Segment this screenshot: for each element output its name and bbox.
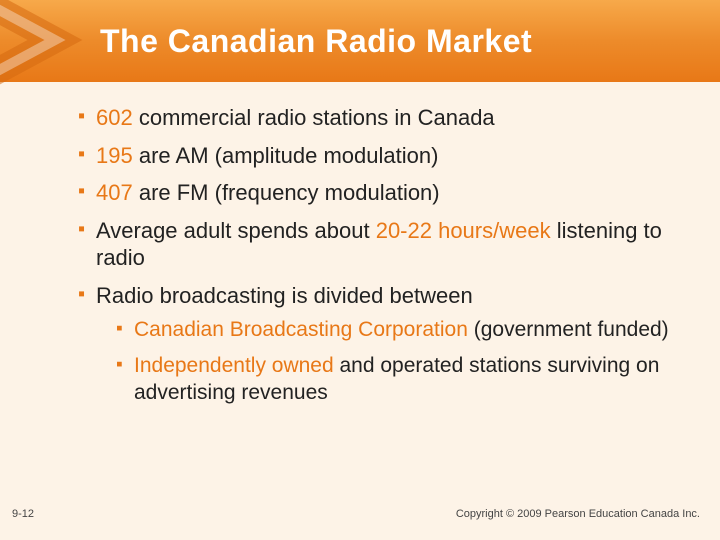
bullet-highlight: 407: [96, 180, 133, 205]
bullet-item: Radio broadcasting is divided between Ca…: [78, 282, 690, 406]
bullet-post: commercial radio stations in Canada: [133, 105, 495, 130]
slide-content: 602 commercial radio stations in Canada …: [0, 82, 720, 406]
bullet-pre: Average adult spends about: [96, 218, 376, 243]
slide-title: The Canadian Radio Market: [100, 23, 532, 60]
bullet-post: are FM (frequency modulation): [133, 180, 440, 205]
sub-bullet-highlight: Independently owned: [134, 354, 334, 377]
sub-bullet-list: Canadian Broadcasting Corporation (gover…: [116, 317, 690, 406]
copyright-text: Copyright © 2009 Pearson Education Canad…: [456, 508, 700, 520]
bullet-highlight: 602: [96, 105, 133, 130]
bullet-list: 602 commercial radio stations in Canada …: [78, 104, 690, 406]
bullet-pre: Radio broadcasting is divided between: [96, 283, 473, 308]
slide-header: The Canadian Radio Market: [0, 0, 720, 82]
sub-bullet-post: (government funded): [468, 318, 669, 341]
bullet-item: 195 are AM (amplitude modulation): [78, 142, 690, 170]
bullet-highlight: 20-22 hours/week: [376, 218, 551, 243]
bullet-item: Average adult spends about 20-22 hours/w…: [78, 217, 690, 272]
arrow-decoration: [0, 0, 110, 90]
sub-bullet-highlight: Canadian Broadcasting Corporation: [134, 318, 468, 341]
bullet-highlight: 195: [96, 143, 133, 168]
sub-bullet-item: Canadian Broadcasting Corporation (gover…: [116, 317, 690, 343]
bullet-post: are AM (amplitude modulation): [133, 143, 439, 168]
slide-number: 9-12: [12, 508, 34, 520]
bullet-item: 407 are FM (frequency modulation): [78, 179, 690, 207]
bullet-item: 602 commercial radio stations in Canada: [78, 104, 690, 132]
sub-bullet-item: Independently owned and operated station…: [116, 353, 690, 406]
